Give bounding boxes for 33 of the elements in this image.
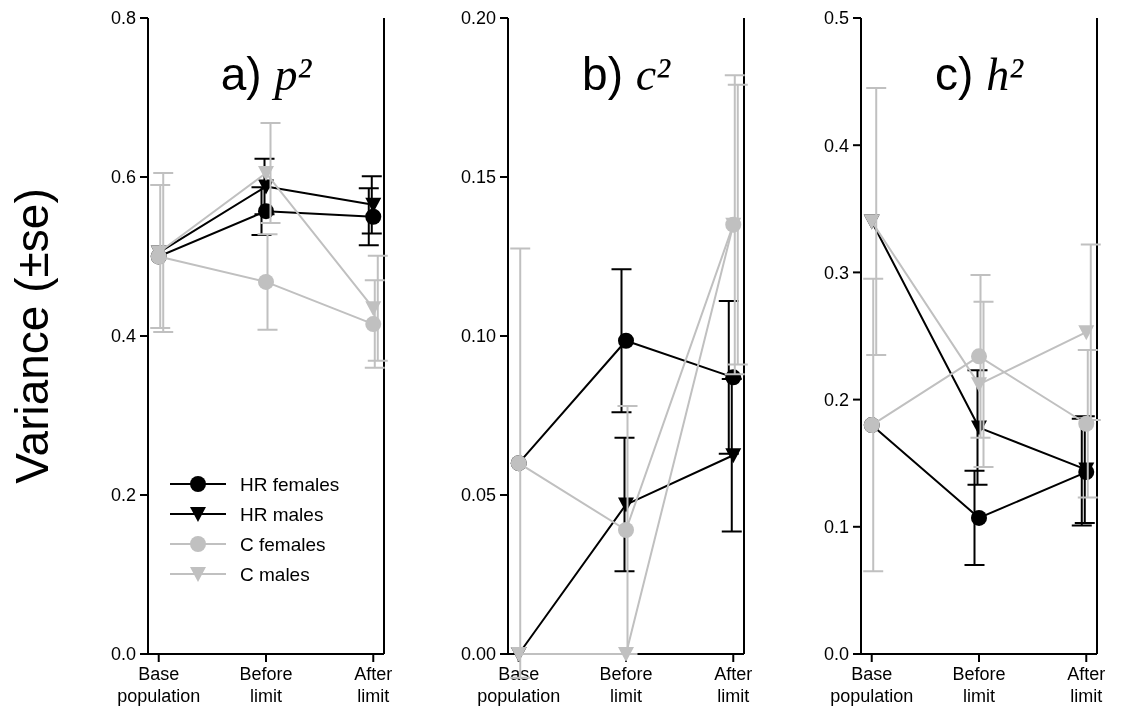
x-tick-label: Before limit	[599, 664, 653, 706]
y-tick-label: 0.00	[460, 644, 496, 665]
text: c) h²	[935, 48, 1025, 100]
y-tick-label: 0.4	[823, 135, 849, 156]
x-tick-label: After limit	[354, 664, 393, 706]
y-tick-label: 0.10	[460, 326, 496, 347]
x-tick-label: After limit	[714, 664, 753, 706]
y-tick-label: 0.4	[110, 326, 136, 347]
y-tick-label: 0.3	[823, 262, 849, 283]
y-tick-label: 0.1	[823, 517, 849, 538]
x-tick-label: Before limit	[239, 664, 293, 706]
y-tick-label: 0.2	[823, 389, 849, 410]
x-tick-label: Base population	[830, 664, 914, 706]
y-tick-label: 0.2	[110, 485, 136, 506]
legend-label: HR females	[240, 473, 340, 495]
y-axis-title: Variance (±se)	[6, 188, 58, 484]
legend-label: C males	[240, 563, 310, 585]
y-tick-label: 0.20	[460, 8, 496, 29]
y-tick-label: 0.8	[110, 8, 136, 29]
y-tick-label: 0.05	[460, 485, 496, 506]
x-tick-label: Base population	[117, 664, 201, 706]
y-tick-label: 0.0	[823, 644, 849, 665]
y-tick-label: 0.15	[460, 167, 496, 188]
y-tick-label: 0.5	[823, 8, 849, 29]
text: a) p²	[220, 48, 313, 100]
x-tick-label: Before limit	[952, 664, 1006, 706]
legend-label: HR males	[240, 503, 324, 525]
text: b) c²	[582, 48, 672, 100]
legend-label: C females	[240, 533, 326, 555]
x-tick-label: Base population	[477, 664, 561, 706]
y-tick-label: 0.6	[110, 167, 136, 188]
x-tick-label: After limit	[1067, 664, 1106, 706]
y-tick-label: 0.0	[110, 644, 136, 665]
